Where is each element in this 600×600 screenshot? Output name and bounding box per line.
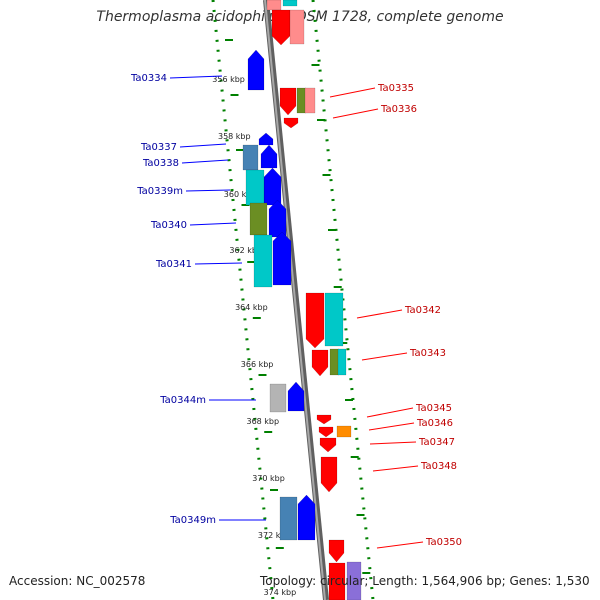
left-label-leader — [189, 222, 237, 226]
gene-ta0338 — [260, 144, 278, 169]
gene-top-cyan-partial — [282, 0, 298, 7]
right-label-leader — [329, 87, 376, 98]
gene-ta0337 — [258, 132, 274, 146]
gene-label-ta0350: Ta0350 — [425, 537, 462, 548]
gene-label-ta0346: Ta0346 — [416, 418, 453, 429]
gene-ta0341-region — [253, 234, 273, 288]
gene-top-red-partial — [271, 9, 291, 46]
scale-tick-label: 364 kbp — [235, 303, 268, 312]
gene-ta0344m-region — [269, 383, 287, 413]
gene-ta0347 — [319, 437, 337, 453]
gene-bottom-red-partial — [328, 562, 346, 600]
scale-tick-label: 372 kbp — [258, 531, 291, 540]
gene-label-ta0343: Ta0343 — [409, 348, 446, 359]
right-label-leader — [368, 422, 415, 431]
left-label-leader — [169, 75, 223, 79]
gene-ta0346-region — [336, 425, 352, 438]
right-label-leader — [356, 309, 403, 319]
gene-ta0343-region — [329, 348, 340, 376]
left-label-leader — [179, 143, 227, 148]
gene-ta0346 — [318, 426, 334, 438]
gene-ta0338-region — [242, 144, 259, 171]
gene-top-pink-partial — [289, 9, 305, 45]
gene-ta0335-region-2 — [304, 87, 316, 114]
gene-label-ta0342: Ta0342 — [404, 305, 441, 316]
sequence-axis-highlight — [264, 0, 326, 600]
gene-label-ta0334: Ta0334 — [130, 73, 167, 84]
right-label-leader — [361, 352, 408, 361]
gene-ta0335 — [279, 87, 297, 116]
scale-tick-label: 370 kbp — [252, 474, 285, 483]
right-label-leader — [372, 465, 419, 472]
right-label-leader — [376, 541, 424, 549]
gene-ta0342 — [305, 292, 325, 349]
genome-summary-text: Topology: circular; Length: 1,564,906 bp… — [260, 574, 590, 588]
scale-tick-label: 358 kbp — [218, 132, 251, 141]
scale-tick-label: 360 kbp — [224, 190, 257, 199]
gene-ta0340-region — [249, 202, 268, 236]
gene-label-ta0347: Ta0347 — [418, 437, 455, 448]
gene-ta0349m-region — [279, 496, 298, 541]
gene-ta0335-region — [296, 87, 307, 114]
right-label-leader — [366, 407, 414, 418]
gene-ta0336 — [283, 117, 299, 129]
gene-ta0341 — [272, 231, 292, 286]
gene-label-ta0349m: Ta0349m — [169, 515, 216, 526]
gene-ta0350 — [328, 539, 345, 563]
right-label-leader — [332, 108, 379, 119]
left-label-leader — [181, 159, 229, 164]
gene-ta0339m — [263, 167, 282, 206]
accession-text: Accession: NC_002578 — [9, 574, 146, 588]
scale-tick-label: 356 kbp — [212, 75, 245, 84]
gene-label-ta0338: Ta0338 — [142, 158, 179, 169]
gene-label-ta0348: Ta0348 — [420, 461, 457, 472]
gene-ta0348 — [320, 456, 338, 493]
left-guide-dots — [211, 0, 275, 600]
gene-ta0339m-region — [245, 169, 265, 206]
scale-tick-label: 374 kbp — [264, 588, 297, 597]
left-label-leader — [194, 262, 243, 265]
gene-label-ta0340: Ta0340 — [150, 220, 187, 231]
gene-label-ta0335: Ta0335 — [377, 83, 414, 94]
gene-bottom-purple-partial — [346, 561, 362, 600]
scale-tick-label: 362 kbp — [229, 246, 262, 255]
gene-label-ta0336: Ta0336 — [380, 104, 417, 115]
gene-label-ta0337: Ta0337 — [140, 142, 177, 153]
gene-label-ta0345: Ta0345 — [415, 403, 452, 414]
gene-ta0343 — [311, 349, 329, 377]
gene-ta0340 — [268, 199, 287, 238]
left-label-leader — [185, 189, 231, 192]
gene-ta0334 — [247, 49, 265, 91]
gene-label-ta0339m: Ta0339m — [136, 186, 183, 197]
gene-ta0342-region — [324, 292, 344, 347]
gene-label-ta0341: Ta0341 — [155, 259, 192, 270]
scale-tick-label: 368 kbp — [246, 417, 279, 426]
right-label-leader — [369, 441, 417, 445]
gene-ta0344m — [287, 381, 305, 412]
gene-top-left-partial — [266, 0, 282, 11]
gene-label-ta0344m: Ta0344m — [159, 395, 206, 406]
gene-ta0349m — [297, 494, 316, 541]
gene-ta0343-region-2 — [337, 348, 347, 376]
gene-ta0345 — [316, 414, 332, 425]
scale-tick-label: 366 kbp — [241, 360, 274, 369]
